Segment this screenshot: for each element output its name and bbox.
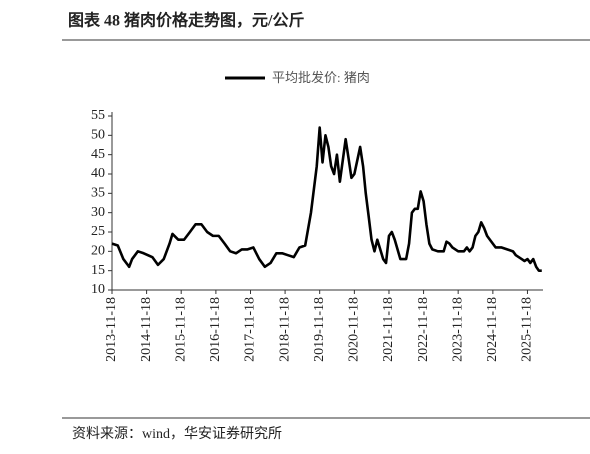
y-tick-label: 50 [91, 128, 105, 143]
y-tick-label: 25 [91, 224, 105, 239]
y-tick-label: 45 [91, 147, 105, 162]
x-tick-label: 2018-11-18 [277, 297, 292, 362]
chart-title: 图表 48 猪肉价格走势图，元/公斤 [68, 11, 304, 30]
x-tick-label: 2023-11-18 [450, 297, 465, 362]
price-line [111, 126, 542, 272]
source-note: 资料来源：wind，华安证券研究所 [72, 426, 282, 442]
x-tick-label: 2013-11-18 [104, 297, 119, 362]
x-tick-label: 2016-11-18 [208, 297, 223, 362]
y-tick-label: 10 [91, 282, 105, 297]
y-tick-label: 15 [91, 263, 105, 278]
x-tick-label: 2024-11-18 [485, 297, 500, 362]
y-tick-label: 55 [91, 108, 105, 123]
x-tick-label: 2014-11-18 [139, 297, 154, 362]
x-tick-label: 2020-11-18 [347, 297, 362, 362]
y-tick-label: 30 [91, 205, 105, 220]
x-tick-label: 2015-11-18 [173, 297, 188, 362]
legend-label: 平均批发价: 猪肉 [272, 70, 370, 85]
x-tick-label: 2025-11-18 [520, 297, 535, 362]
x-tick-label: 2021-11-18 [381, 297, 396, 362]
y-tick-label: 40 [91, 166, 105, 181]
y-tick-label: 20 [91, 244, 105, 259]
y-tick-label: 35 [91, 186, 105, 201]
x-tick-label: 2022-11-18 [416, 297, 431, 362]
x-tick-label: 2019-11-18 [312, 297, 327, 362]
x-tick-label: 2017-11-18 [243, 297, 258, 362]
